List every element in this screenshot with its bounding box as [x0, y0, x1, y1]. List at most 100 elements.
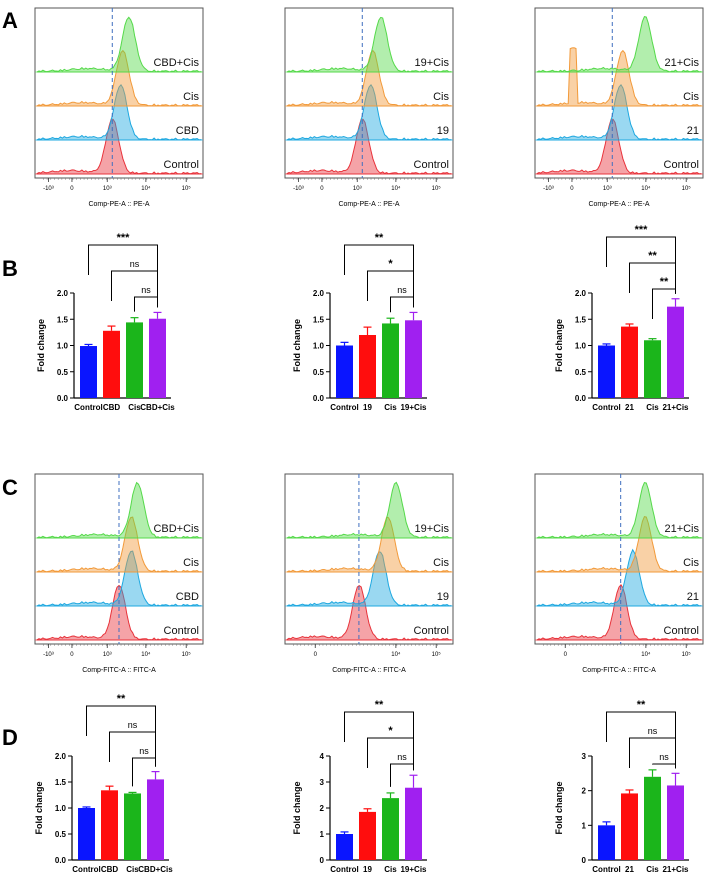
significance-label: ns	[128, 720, 138, 730]
histogram-track-label: CBD+Cis	[153, 523, 199, 535]
histogram-track-label: Control	[414, 159, 449, 171]
significance-label: **	[660, 276, 669, 288]
panel-label-c: C	[2, 475, 18, 500]
category-label: Control	[74, 403, 102, 412]
significance-label: ns	[659, 752, 669, 762]
histogram-tick-label: 10⁴	[391, 185, 401, 192]
category-label: 19+Cis	[400, 403, 427, 412]
category-label: CBD	[101, 865, 119, 874]
significance-bracket	[344, 244, 414, 308]
bar-chart-B3: 0.0 0.5 1.0 1.5 2.0 Fold change Control 21 Cis 21…	[554, 224, 689, 412]
histogram-A2: Control 19 Cis 19+Cis -10³ 0 10³ 10⁴ 10⁵ Comp-PE-…	[284, 7, 454, 208]
y-tick-label: 0.5	[57, 368, 69, 377]
histogram-track-label: 19+Cis	[414, 57, 449, 69]
histogram-curve	[286, 584, 452, 641]
histogram-tick-label: 10⁵	[432, 651, 442, 658]
category-label: Control	[592, 865, 620, 874]
histogram-frame	[534, 7, 704, 179]
y-tick-label: 1.5	[575, 315, 587, 324]
bar-21	[621, 326, 638, 398]
bar-Cis	[382, 798, 399, 860]
bar-Control	[598, 825, 615, 860]
category-label: Control	[330, 403, 358, 412]
bar-19+Cis	[405, 787, 422, 860]
bar-Control	[598, 345, 615, 398]
significance-bracket	[652, 288, 676, 319]
histogram-track-label: Control	[664, 159, 699, 171]
histogram-tick-label: 10⁴	[141, 185, 151, 192]
histogram-track-label: 21+Cis	[664, 523, 699, 535]
y-tick-label: 4	[320, 752, 325, 761]
histogram-curve	[36, 83, 202, 141]
significance-label: ns	[139, 746, 149, 756]
y-tick-label: 1.5	[55, 778, 67, 787]
category-label: Cis	[646, 865, 659, 874]
histogram-tick-label: -10³	[293, 186, 304, 192]
y-tick-label: 1.0	[55, 804, 67, 813]
significance-bracket	[390, 296, 414, 313]
significance-bracket	[367, 270, 414, 308]
category-label: CBD+Cis	[140, 403, 175, 412]
y-tick-label: 2.0	[57, 289, 69, 298]
bar-Control	[78, 808, 95, 860]
y-tick-label: 1.5	[313, 315, 325, 324]
significance-bracket	[629, 737, 676, 769]
category-label: Cis	[384, 403, 397, 412]
histogram-curve	[36, 49, 202, 107]
category-label: CBD	[103, 403, 121, 412]
histogram-curve	[36, 516, 202, 573]
histogram-tick-label: -10³	[543, 186, 554, 192]
y-tick-label: 1.5	[57, 315, 69, 324]
significance-label: *	[388, 725, 393, 737]
y-tick-label: 1.0	[57, 342, 69, 351]
y-tick-label: 0.0	[57, 394, 69, 403]
y-tick-label: 1.0	[575, 342, 587, 351]
histogram-frame	[34, 7, 204, 179]
bar-21	[621, 793, 638, 860]
category-label: 19	[363, 865, 372, 874]
histogram-track-label: Control	[164, 159, 199, 171]
histogram-track-label: CBD	[176, 591, 199, 603]
histogram-xlabel: Comp-FITC-A :: FITC-A	[82, 667, 156, 674]
histogram-tick-label: 10³	[603, 186, 612, 192]
histogram-curve	[286, 118, 452, 175]
category-label: 21+Cis	[662, 865, 689, 874]
histogram-track-label: Cis	[183, 557, 199, 569]
histogram-tick-label: 10⁵	[682, 185, 692, 192]
y-tick-label: 3	[320, 778, 325, 787]
bar-Control	[80, 346, 97, 398]
histogram-frame	[284, 7, 454, 179]
bar-Cis	[126, 322, 143, 398]
histogram-track-label: 19	[437, 591, 449, 603]
bar-chart-B1: 0.0 0.5 1.0 1.5 2.0 Fold change Control CBD Cis C…	[36, 232, 175, 412]
histogram-track-label: 21	[687, 125, 699, 137]
y-axis-label: Fold change	[36, 319, 46, 372]
significance-bracket	[134, 296, 158, 312]
y-tick-label: 0.0	[575, 394, 587, 403]
significance-label: ns	[397, 285, 407, 295]
histogram-curve	[536, 118, 702, 175]
histogram-tick-label: 0	[564, 652, 568, 658]
significance-label: **	[637, 699, 646, 711]
bar-Control	[336, 345, 353, 398]
y-tick-label: 1	[582, 821, 587, 830]
significance-bracket	[390, 763, 414, 787]
significance-label: **	[648, 250, 657, 262]
histogram-tick-label: 0	[70, 652, 74, 658]
y-tick-label: 2.0	[313, 289, 325, 298]
category-label: 21+Cis	[662, 403, 689, 412]
bar-chart-D1: 0.0 0.5 1.0 1.5 2.0 Fold change Control CBD Cis C…	[34, 693, 173, 874]
category-label: 19	[363, 403, 372, 412]
histogram-track-label: Cis	[683, 91, 699, 103]
y-tick-label: 0.5	[575, 368, 587, 377]
bar-Cis	[644, 776, 661, 860]
significance-bracket	[367, 737, 414, 771]
histogram-curve	[536, 482, 702, 539]
histogram-track-label: 19+Cis	[414, 523, 449, 535]
y-tick-label: 0.0	[313, 394, 325, 403]
histogram-track-label: Control	[664, 625, 699, 637]
histogram-tick-label: 10⁴	[641, 651, 651, 658]
